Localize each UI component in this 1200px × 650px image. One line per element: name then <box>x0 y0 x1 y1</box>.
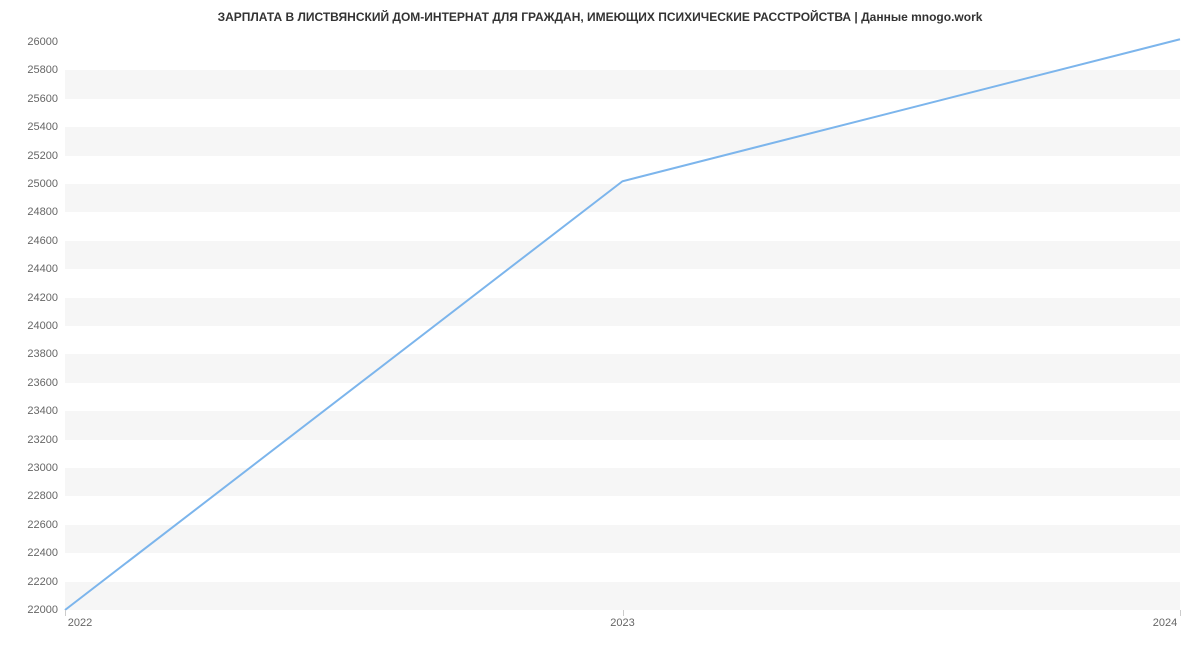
x-axis-tick <box>65 610 66 616</box>
y-axis-label: 25000 <box>8 178 58 190</box>
y-axis-label: 23600 <box>8 377 58 389</box>
y-axis-label: 22600 <box>8 519 58 531</box>
x-axis-tick <box>623 610 624 616</box>
plot-area <box>65 35 1180 610</box>
line-chart-svg <box>65 35 1180 610</box>
series-line <box>65 39 1180 610</box>
x-axis-label: 2024 <box>1153 617 1177 629</box>
y-axis-label: 24800 <box>8 206 58 218</box>
y-axis-label: 26000 <box>8 36 58 48</box>
y-axis-label: 23200 <box>8 434 58 446</box>
y-axis-label: 25600 <box>8 93 58 105</box>
y-axis-label: 22000 <box>8 604 58 616</box>
y-axis-label: 23000 <box>8 462 58 474</box>
x-axis-label: 2023 <box>610 617 634 629</box>
y-axis-label: 22400 <box>8 547 58 559</box>
y-axis-label: 22800 <box>8 490 58 502</box>
y-axis-label: 24000 <box>8 320 58 332</box>
x-axis-tick <box>1180 610 1181 616</box>
y-axis-label: 25800 <box>8 64 58 76</box>
y-axis-label: 24400 <box>8 263 58 275</box>
y-axis-label: 23400 <box>8 405 58 417</box>
y-axis-label: 22200 <box>8 576 58 588</box>
chart-title: ЗАРПЛАТА В ЛИСТВЯНСКИЙ ДОМ-ИНТЕРНАТ ДЛЯ … <box>0 0 1200 24</box>
y-axis-label: 25200 <box>8 150 58 162</box>
chart-container: 2200022200224002260022800230002320023400… <box>65 35 1180 610</box>
y-axis-label: 24600 <box>8 235 58 247</box>
y-axis-label: 24200 <box>8 292 58 304</box>
y-axis-label: 23800 <box>8 348 58 360</box>
y-axis-label: 25400 <box>8 121 58 133</box>
x-axis-label: 2022 <box>68 617 92 629</box>
